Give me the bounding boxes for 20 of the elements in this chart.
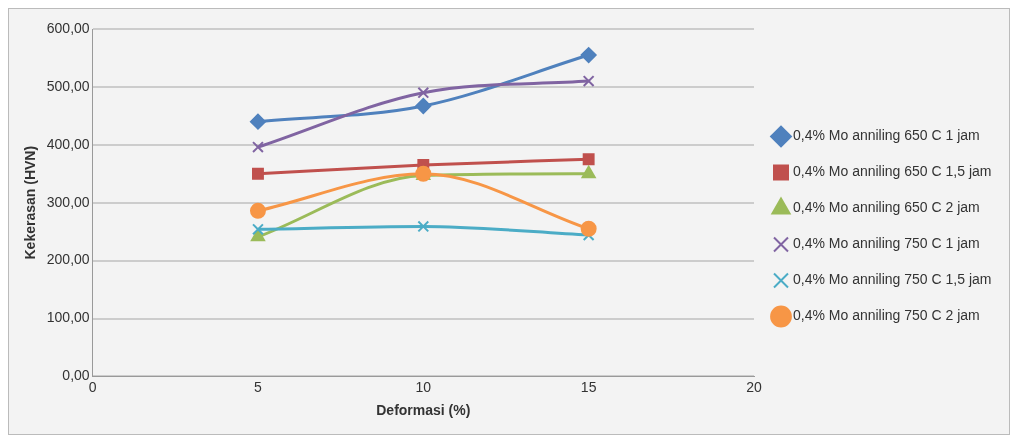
y-axis-title: Kekerasan (HVN) <box>22 145 39 260</box>
y-tick-label: 500,00 <box>46 77 90 94</box>
y-tick-label: 300,00 <box>46 193 90 210</box>
legend-label: 0,4% Mo anniling 750 C 1 jam <box>793 235 980 252</box>
y-tick-label: 400,00 <box>46 135 90 152</box>
x-tick-label: 20 <box>746 378 762 395</box>
legend-label: 0,4% Mo anniling 650 C 2 jam <box>793 199 980 216</box>
y-tick-label: 100,00 <box>46 309 90 326</box>
legend-label: 0,4% Mo anniling 650 C 1,5 jam <box>793 163 992 180</box>
x-tick-label: 5 <box>254 378 263 395</box>
y-tick-label: 0,00 <box>62 367 90 384</box>
x-tick-label: 15 <box>580 378 597 395</box>
y-tick-label: 200,00 <box>46 251 90 268</box>
y-tick-label: 600,00 <box>46 19 90 36</box>
legend-label: 0,4% Mo anniling 650 C 1 jam <box>793 127 980 144</box>
x-axis-title: Deformasi (%) <box>376 402 471 419</box>
x-tick-label: 10 <box>415 378 432 395</box>
legend-label: 0,4% Mo anniling 750 C 1,5 jam <box>793 271 992 288</box>
x-tick-label: 0 <box>88 378 97 395</box>
legend-label: 0,4% Mo anniling 750 C 2 jam <box>793 307 980 324</box>
